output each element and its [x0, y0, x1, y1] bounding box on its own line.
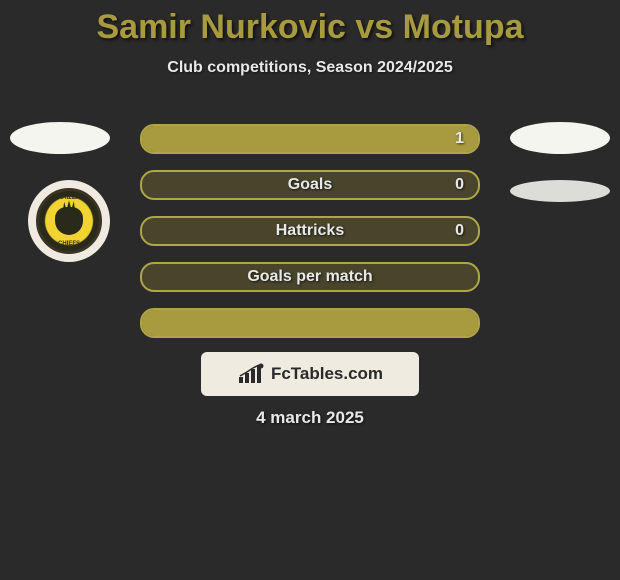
stat-fill: [142, 310, 478, 336]
stat-fill: [142, 126, 478, 152]
kaizer-chiefs-badge: KAIZER CHIEFS: [36, 188, 102, 254]
player1-avatar-placeholder: [10, 122, 110, 154]
stat-row-goals-per-match: Goals per match: [140, 262, 480, 292]
player1-club-badge: KAIZER CHIEFS: [28, 180, 110, 262]
badge-text-bottom: CHIEFS: [58, 241, 80, 247]
fctables-logo[interactable]: FcTables.com: [201, 352, 419, 396]
stat-label: Goals: [288, 176, 332, 194]
stat-row-hattricks: Hattricks 0: [140, 216, 480, 246]
season-subtitle: Club competitions, Season 2024/2025: [0, 59, 620, 77]
stat-row-goals: Goals 0: [140, 170, 480, 200]
stat-value: 1: [455, 130, 464, 148]
stat-label: Hattricks: [276, 222, 344, 240]
chief-head-icon: [55, 207, 83, 235]
badge-text-top: KAIZER: [58, 195, 80, 201]
chart-icon: [237, 363, 265, 385]
stat-value: 0: [455, 222, 464, 240]
stat-label: Goals per match: [247, 268, 372, 286]
stat-value: 0: [455, 176, 464, 194]
fctables-text: FcTables.com: [271, 364, 383, 384]
stat-row-min-per-goal: Min per goal: [140, 308, 480, 338]
player2-club-placeholder: [510, 180, 610, 202]
player2-avatar-placeholder: [510, 122, 610, 154]
comparison-title: Samir Nurkovic vs Motupa: [0, 0, 620, 47]
stat-row-matches: Matches 1: [140, 124, 480, 154]
stats-container: Matches 1 Goals 0 Hattricks 0 Goals per …: [140, 124, 480, 354]
date-text: 4 march 2025: [0, 408, 620, 428]
